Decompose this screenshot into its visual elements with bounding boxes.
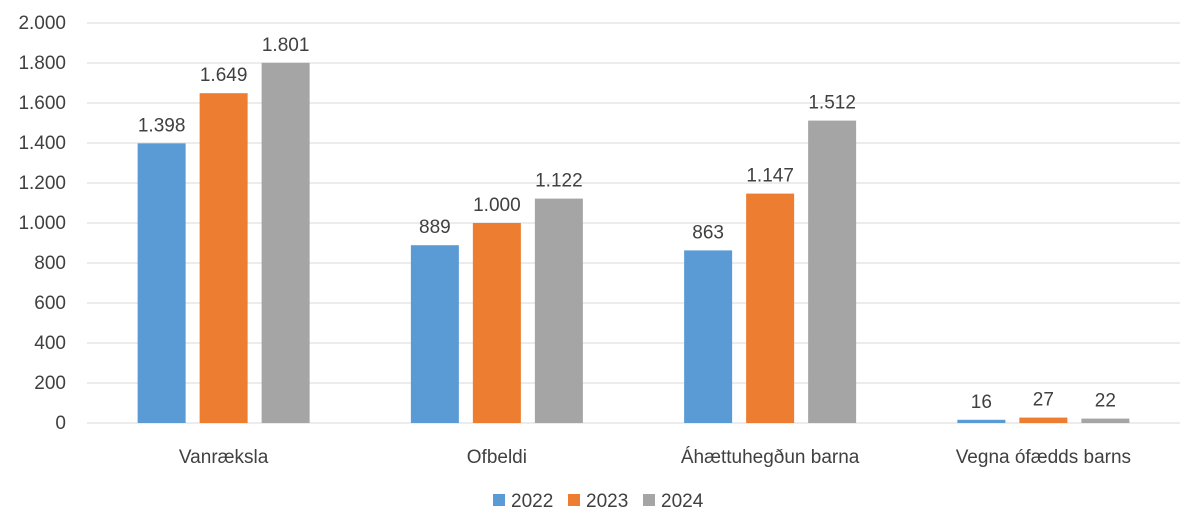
- legend-label: 2023: [586, 491, 628, 512]
- bar-2023: [472, 223, 521, 423]
- data-label: 16: [971, 392, 992, 413]
- y-tick-label: 1.200: [18, 173, 66, 194]
- gridlines: [87, 22, 1180, 424]
- x-tick-label: Ofbeldi: [467, 447, 527, 468]
- y-tick-label: 1.800: [18, 53, 66, 74]
- data-label: 1.649: [200, 65, 248, 86]
- y-tick-label: 600: [34, 293, 66, 314]
- x-tick-label: Vanræksla: [179, 447, 269, 468]
- data-label: 1.398: [138, 115, 186, 136]
- y-axis-ticks: 0 200 400 600 800 1.000 1.200 1.400 1.600 1.800 2.…: [18, 13, 66, 434]
- data-label: 27: [1033, 390, 1054, 411]
- legend-label: 2022: [511, 491, 553, 512]
- bar-2024: [261, 62, 310, 424]
- legend-swatch-2023: [568, 494, 580, 506]
- y-tick-label: 400: [34, 333, 66, 354]
- y-tick-label: 1.600: [18, 93, 66, 114]
- bar-2022: [137, 143, 186, 423]
- legend-swatch-2022: [493, 494, 505, 506]
- bar-2024: [808, 120, 857, 423]
- bar-2023: [746, 193, 795, 423]
- x-tick-label: Vegna ófædds barns: [956, 447, 1131, 468]
- bar-2023: [1019, 417, 1068, 423]
- bar-2022: [684, 250, 733, 423]
- data-label: 1.147: [746, 166, 794, 187]
- data-label: 1.122: [535, 171, 583, 192]
- bar-2024: [534, 198, 583, 423]
- y-tick-label: 1.000: [18, 213, 66, 234]
- legend: 2022 2023 2024: [493, 491, 704, 512]
- y-tick-label: 200: [34, 373, 66, 394]
- bar-2023: [199, 93, 248, 423]
- y-tick-label: 2.000: [18, 13, 66, 34]
- y-tick-label: 800: [34, 253, 66, 274]
- y-tick-label: 1.400: [18, 133, 66, 154]
- data-label: 22: [1095, 391, 1116, 412]
- x-tick-label: Áhættuhegðun barna: [681, 447, 860, 468]
- bar-2024: [1081, 418, 1130, 423]
- data-label: 1.801: [262, 35, 310, 56]
- bar-2022: [957, 419, 1006, 423]
- data-label: 1.000: [473, 195, 521, 216]
- x-axis-ticks: Vanræksla Ofbeldi Áhættuhegðun barna Vegna …: [179, 447, 1131, 468]
- legend-label: 2024: [661, 491, 704, 512]
- bar-2022: [410, 245, 459, 423]
- y-tick-label: 0: [55, 413, 66, 434]
- data-label: 1.512: [808, 93, 856, 114]
- data-label: 889: [419, 217, 451, 238]
- bars: [137, 62, 1130, 424]
- data-labels: 1.398 1.649 1.801 889 1.000 1.122 863 1.147 1.51…: [138, 35, 1116, 413]
- legend-swatch-2024: [643, 494, 655, 506]
- data-label: 863: [692, 222, 724, 243]
